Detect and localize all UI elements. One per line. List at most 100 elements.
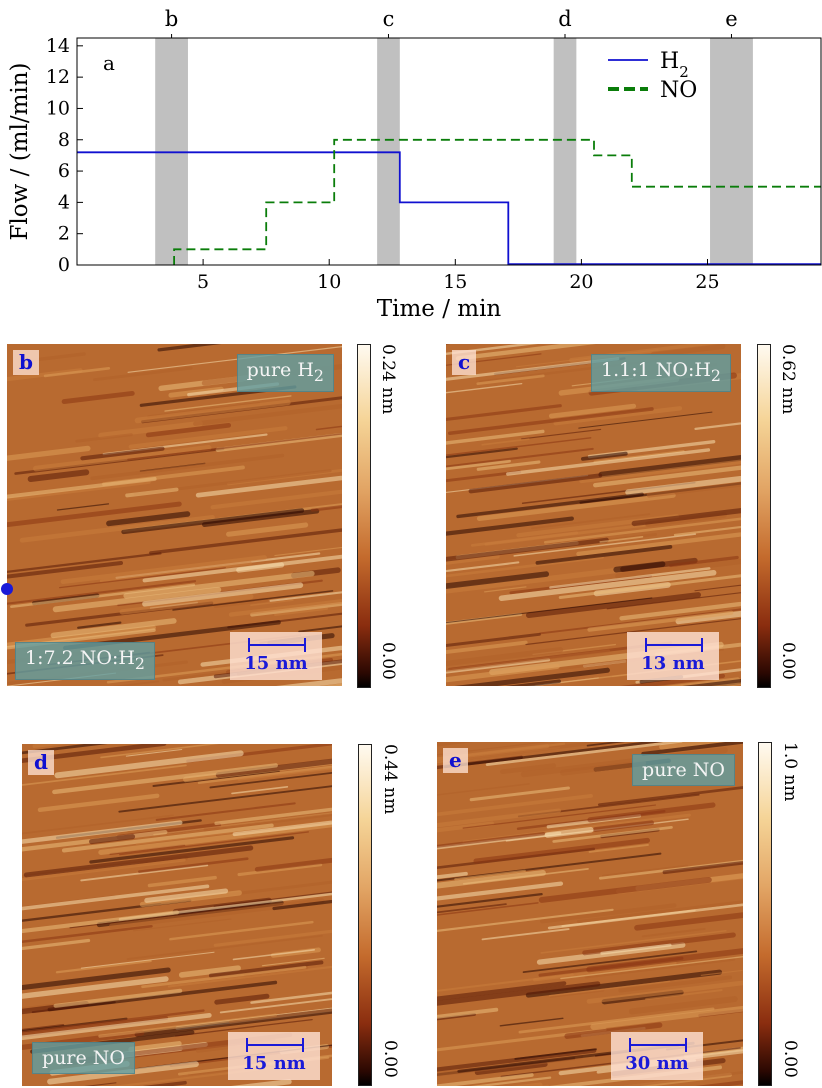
texture-streak <box>209 771 332 789</box>
texture-streak <box>446 647 564 667</box>
texture-streak <box>437 1073 534 1086</box>
x-tick-label: 15 <box>443 271 467 293</box>
texture-streak <box>590 1005 743 1030</box>
texture-streak <box>197 765 332 785</box>
texture-streak <box>213 597 269 608</box>
texture-streak <box>446 459 511 471</box>
texture-streak <box>203 812 332 832</box>
texture-streak <box>474 1061 548 1076</box>
texture-streak <box>500 763 557 774</box>
texture-streak <box>598 454 741 478</box>
texture-streak <box>274 607 329 617</box>
texture-streak <box>446 516 574 536</box>
y-tick-label: 12 <box>46 66 70 88</box>
x-tick-label: 5 <box>197 271 209 293</box>
texture-streak <box>22 744 108 755</box>
colorbar-c-min: 0.00 <box>778 642 798 680</box>
texture-streak <box>22 938 91 951</box>
texture-streak <box>518 1007 715 1034</box>
y-axis-label: Flow / (ml/min) <box>7 62 33 240</box>
texture-streak <box>446 537 609 562</box>
stm-image-b: b pure H2 1:7.2 NO:H2 15 nm <box>7 344 342 686</box>
colorbar-b <box>357 344 371 688</box>
texture-streak <box>588 843 649 853</box>
texture-streak <box>202 508 320 527</box>
texture-streak <box>525 618 741 646</box>
texture-streak <box>522 950 698 973</box>
texture-streak <box>628 996 738 1015</box>
texture-streak <box>89 834 136 845</box>
stm-image-c: c 1.1:1 NO:H2 13 nm <box>446 344 741 686</box>
texture-streak <box>468 742 616 760</box>
texture-streak <box>587 610 734 632</box>
texture-streak <box>437 871 468 880</box>
span-label-b: b <box>165 7 178 31</box>
texture-streak <box>473 837 650 864</box>
scale-text-c: 13 nm <box>641 653 705 674</box>
texture-streak <box>437 783 530 796</box>
shaded-span-d <box>553 38 577 265</box>
texture-streak <box>641 742 743 756</box>
y-tick-label: 4 <box>58 191 70 213</box>
texture-streak <box>310 505 342 512</box>
scale-bar-b: 15 nm <box>230 632 322 680</box>
texture-streak <box>592 820 655 832</box>
y-tick-label: 10 <box>46 97 70 119</box>
texture-streak <box>469 786 570 802</box>
gas-label-b-top: pure H2 <box>236 354 334 392</box>
scale-bar-c: 13 nm <box>627 632 719 680</box>
panel-label-a: a <box>103 51 115 75</box>
texture-streak <box>476 460 541 471</box>
scale-bar-e: 30 nm <box>611 1032 703 1080</box>
legend-label-no: NO <box>660 78 697 103</box>
texture-streak <box>230 1079 292 1086</box>
texture-streak <box>600 943 672 955</box>
texture-streak <box>659 742 726 750</box>
texture-streak <box>55 959 152 974</box>
texture-streak <box>547 903 743 930</box>
texture-streak <box>69 903 266 929</box>
texture-streak <box>456 492 644 519</box>
texture-streak <box>84 1082 117 1086</box>
texture-streak <box>175 1018 313 1037</box>
texture-streak <box>132 918 232 932</box>
texture-streak <box>446 353 542 366</box>
texture-streak <box>446 612 523 625</box>
texture-streak <box>446 561 520 573</box>
texture-streak <box>437 808 562 828</box>
texture-streak <box>61 823 274 853</box>
texture-streak <box>597 786 743 807</box>
texture-streak <box>646 481 741 498</box>
texture-streak <box>261 957 325 967</box>
texture-streak <box>549 990 605 998</box>
texture-streak <box>446 404 562 422</box>
texture-streak <box>476 374 545 386</box>
texture-streak <box>128 426 288 449</box>
series-line-no <box>173 138 821 265</box>
texture-streak <box>237 863 323 877</box>
texture-streak <box>127 433 342 461</box>
colorbar-e-min: 0.00 <box>780 1040 800 1078</box>
texture-streak <box>540 929 727 954</box>
texture-streak <box>454 869 526 881</box>
stm-image-e: e pure NO 30 nm <box>437 742 743 1086</box>
texture-streak <box>22 976 169 999</box>
colorbar-c <box>757 344 771 688</box>
texture-streak <box>641 927 706 938</box>
texture-streak <box>59 567 226 589</box>
texture-streak <box>446 555 604 578</box>
panel-letter-b: b <box>13 350 39 375</box>
scale-text-d: 15 nm <box>242 1053 306 1074</box>
texture-streak <box>250 599 294 607</box>
texture-streak <box>437 742 549 756</box>
texture-streak <box>564 1022 663 1039</box>
texture-streak <box>7 445 91 461</box>
texture-streak <box>138 857 249 873</box>
texture-streak <box>484 586 527 593</box>
texture-streak <box>455 344 597 361</box>
texture-streak <box>75 433 133 443</box>
texture-streak <box>22 1013 212 1041</box>
texture-streak <box>437 1007 499 1019</box>
colorbar-b-min: 0.00 <box>378 642 398 680</box>
texture-streak <box>582 932 736 956</box>
